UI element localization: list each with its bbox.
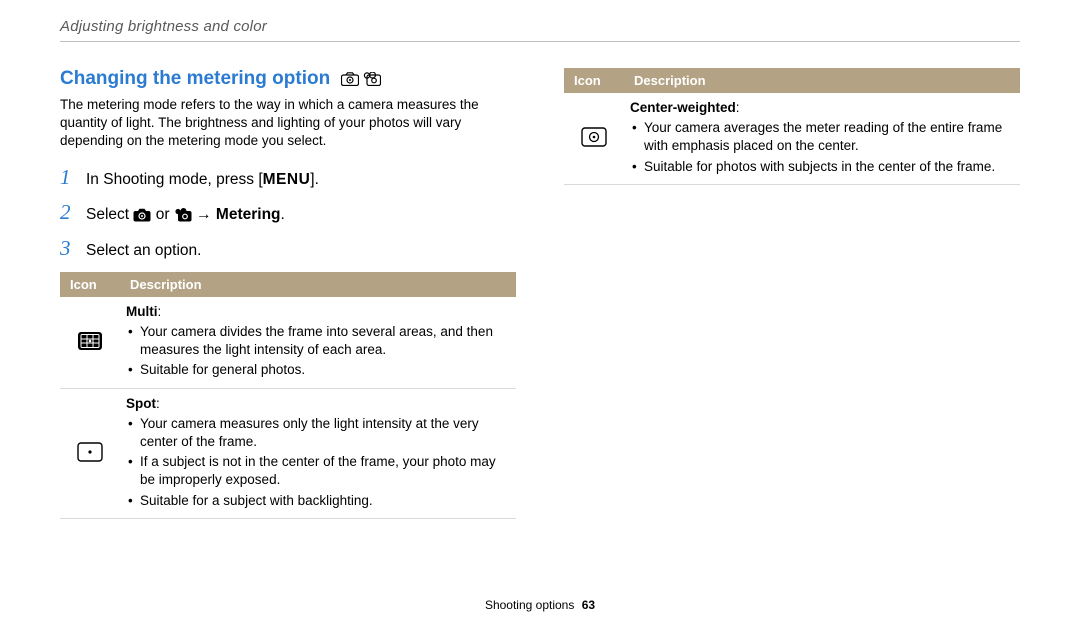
step-text-fragment: ]. xyxy=(310,171,319,188)
table-row: Spot: Your camera measures only the ligh… xyxy=(60,388,516,518)
video-icon xyxy=(363,72,381,86)
section-intro: The metering mode refers to the way in w… xyxy=(60,96,516,151)
step-text-fragment: In Shooting mode, press [ xyxy=(86,171,263,188)
option-bullets: Your camera averages the meter reading o… xyxy=(630,119,1014,176)
th-description: Description xyxy=(120,272,516,297)
option-icon-cell xyxy=(60,388,120,518)
arrow-text: → xyxy=(196,206,216,223)
option-bullet: Suitable for general photos. xyxy=(126,361,510,379)
footer-section: Shooting options xyxy=(485,598,574,612)
option-title: Center-weighted xyxy=(630,100,736,115)
camera-icon xyxy=(133,208,151,222)
inline-mode-icons xyxy=(133,208,151,222)
step-list: 1 In Shooting mode, press [MENU]. 2 Sele… xyxy=(60,165,516,262)
option-bullet: Your camera averages the meter reading o… xyxy=(630,119,1014,155)
option-bullets: Your camera measures only the light inte… xyxy=(126,415,510,510)
inline-mode-icons xyxy=(174,208,192,222)
footer-page-number: 63 xyxy=(582,598,595,612)
title-mode-icons xyxy=(341,72,381,86)
breadcrumb: Adjusting brightness and color xyxy=(60,18,1020,35)
option-bullet: If a subject is not in the center of the… xyxy=(126,453,510,489)
step-text: Select or → Metering. xyxy=(86,204,285,226)
options-table-right: Icon Description Center-weighted: xyxy=(564,68,1020,185)
option-bullet: Your camera divides the frame into sever… xyxy=(126,323,510,359)
option-icon-cell xyxy=(60,297,120,388)
section-title: Changing the metering option xyxy=(60,68,330,89)
table-header-row: Icon Description xyxy=(564,68,1020,93)
spot-metering-icon xyxy=(77,442,103,462)
option-title: Multi xyxy=(126,304,158,319)
page-footer: Shooting options 63 xyxy=(0,598,1080,612)
th-icon: Icon xyxy=(60,272,120,297)
camera-icon xyxy=(341,72,359,86)
section-heading-line: Changing the metering option xyxy=(60,68,516,90)
options-table-left: Icon Description xyxy=(60,272,516,519)
step-number: 2 xyxy=(60,200,86,225)
th-description: Description xyxy=(624,68,1020,93)
option-title: Spot xyxy=(126,396,156,411)
video-icon xyxy=(174,208,192,222)
step-text-fragment: . xyxy=(281,206,285,223)
step-text: In Shooting mode, press [MENU]. xyxy=(86,169,319,191)
right-column: Icon Description Center-weighted: xyxy=(564,68,1020,519)
option-desc-cell: Center-weighted: Your camera averages th… xyxy=(624,93,1020,184)
content-columns: Changing the metering option The m xyxy=(60,68,1020,519)
step-number: 3 xyxy=(60,236,86,261)
option-desc-cell: Spot: Your camera measures only the ligh… xyxy=(120,388,516,518)
step-text-fragment: or xyxy=(156,206,174,223)
step-3: 3 Select an option. xyxy=(60,236,516,262)
option-bullet: Suitable for a subject with backlighting… xyxy=(126,492,510,510)
metering-label: Metering xyxy=(216,206,281,223)
option-icon-cell xyxy=(564,93,624,184)
left-column: Changing the metering option The m xyxy=(60,68,516,519)
rule xyxy=(60,41,1020,42)
table-row: Multi: Your camera divides the frame int… xyxy=(60,297,516,388)
step-2: 2 Select or → Metering. xyxy=(60,200,516,226)
step-1: 1 In Shooting mode, press [MENU]. xyxy=(60,165,516,191)
center-weighted-metering-icon xyxy=(581,127,607,147)
multi-metering-icon xyxy=(77,331,103,351)
step-number: 1 xyxy=(60,165,86,190)
step-text-fragment: Select xyxy=(86,206,133,223)
option-desc-cell: Multi: Your camera divides the frame int… xyxy=(120,297,516,388)
option-bullet: Your camera measures only the light inte… xyxy=(126,415,510,451)
option-bullets: Your camera divides the frame into sever… xyxy=(126,323,510,380)
menu-button-text: MENU xyxy=(263,171,311,188)
table-header-row: Icon Description xyxy=(60,272,516,297)
step-text: Select an option. xyxy=(86,240,201,262)
th-icon: Icon xyxy=(564,68,624,93)
option-bullet: Suitable for photos with subjects in the… xyxy=(630,158,1014,176)
table-row: Center-weighted: Your camera averages th… xyxy=(564,93,1020,184)
